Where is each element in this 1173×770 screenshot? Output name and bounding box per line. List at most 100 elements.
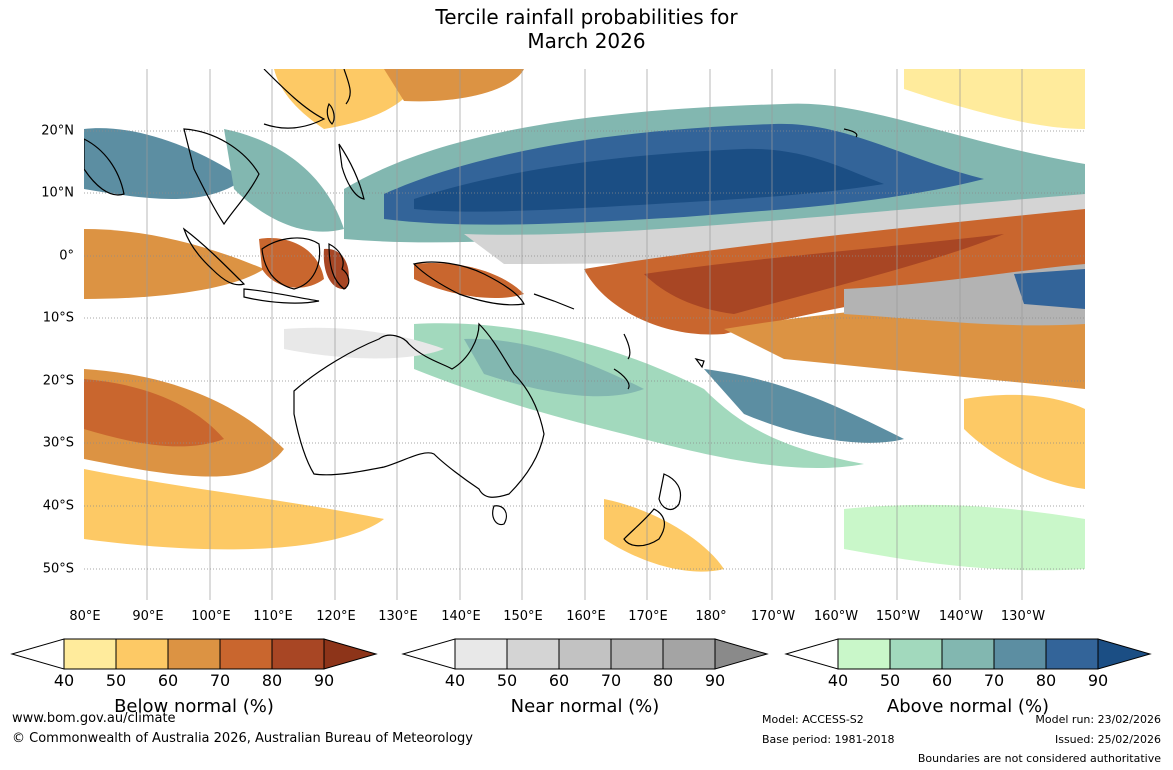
lon-label-140e: 140°E bbox=[441, 609, 481, 624]
lon-label-130e: 130°E bbox=[378, 609, 418, 624]
new-guinea-outline bbox=[412, 261, 525, 306]
colorbar-above-normal bbox=[784, 638, 1152, 670]
region-below-southern-ocean bbox=[84, 469, 384, 550]
cb-above-segment-1 bbox=[837, 638, 891, 670]
footer-model-run: Model run: 23/02/2026 bbox=[1035, 713, 1161, 726]
cb-below-segment-5 bbox=[271, 638, 325, 670]
cb-below-segment-3 bbox=[167, 638, 221, 670]
cb-near-tick-70: 70 bbox=[600, 671, 622, 690]
cb-above-tick-80: 80 bbox=[1035, 671, 1057, 690]
lon-label-160e: 160°E bbox=[566, 609, 606, 624]
india-outline bbox=[84, 138, 125, 196]
region-above-far-south-east bbox=[844, 504, 1085, 571]
lon-gridlines bbox=[146, 69, 1023, 600]
japan-outline bbox=[343, 69, 351, 105]
lat-label-30s: 30°S bbox=[42, 435, 74, 451]
cb-near-segment-4 bbox=[610, 638, 664, 670]
cb-above-segment-6 bbox=[1097, 638, 1152, 670]
cb-near-tick-90: 90 bbox=[704, 671, 726, 690]
region-below-borneo bbox=[259, 238, 324, 288]
colorbar-near-normal bbox=[401, 638, 769, 670]
lon-label-120e: 120°E bbox=[316, 609, 356, 624]
new-zealand-north bbox=[658, 473, 682, 511]
borneo-outline bbox=[261, 237, 321, 290]
footer-website: www.bom.gov.au/climate bbox=[12, 711, 176, 726]
cb-below-segment-1 bbox=[63, 638, 117, 670]
cb-above-tick-40: 40 bbox=[827, 671, 849, 690]
cb-below-segment-0 bbox=[10, 638, 65, 670]
tasmania-outline bbox=[492, 505, 507, 526]
title-line-2: March 2026 bbox=[527, 29, 646, 53]
region-above-bay-bengal bbox=[84, 128, 244, 199]
cb-near-segment-1 bbox=[454, 638, 508, 670]
lon-label-150e: 150°E bbox=[503, 609, 543, 624]
lon-label-90e: 90°E bbox=[132, 609, 164, 624]
lat-label-10n: 10°N bbox=[41, 185, 74, 201]
footer-issued: Issued: 25/02/2026 bbox=[1054, 733, 1161, 746]
lat-label-20n: 20°N bbox=[41, 123, 74, 139]
map-title: Tercile rainfall probabilities for March… bbox=[0, 5, 1173, 53]
cb-above-tick-70: 70 bbox=[983, 671, 1005, 690]
cb-above-segment-3 bbox=[941, 638, 995, 670]
sulawesi-outline bbox=[328, 243, 350, 290]
lon-label-110e: 110°E bbox=[253, 609, 293, 624]
lat-label-50s: 50°S bbox=[42, 561, 74, 577]
cb-below-tick-60: 60 bbox=[157, 671, 179, 690]
lat-gridlines bbox=[84, 130, 1085, 570]
lon-label-80e: 80°E bbox=[69, 609, 101, 624]
cb-above-tick-50: 50 bbox=[879, 671, 901, 690]
colorbar-below-normal bbox=[10, 638, 378, 670]
coastlines bbox=[84, 69, 858, 547]
cb-below-tick-40: 40 bbox=[53, 671, 75, 690]
region-below-east-south bbox=[964, 394, 1085, 489]
map-canvas bbox=[84, 69, 1085, 600]
lat-label-20s: 20°S bbox=[42, 373, 74, 389]
region-above-coral-sea bbox=[464, 338, 644, 397]
china-coast bbox=[263, 69, 326, 129]
cb-below-segment-2 bbox=[115, 638, 169, 670]
lat-label-0: 0° bbox=[59, 248, 74, 264]
lon-label-170e: 170°E bbox=[628, 609, 668, 624]
region-below-north-east bbox=[904, 69, 1085, 129]
cb-above-segment-0 bbox=[784, 638, 839, 670]
cb-below-tick-50: 50 bbox=[105, 671, 127, 690]
region-near-south-indian bbox=[284, 327, 444, 359]
cb-above-segment-5 bbox=[1045, 638, 1099, 670]
cb-above-segment-2 bbox=[889, 638, 943, 670]
cb-near-segment-3 bbox=[558, 638, 612, 670]
rainfall-probability-map bbox=[84, 69, 1085, 600]
lon-label-170w: 170°W bbox=[750, 609, 796, 624]
cb-below-segment-4 bbox=[219, 638, 273, 670]
new-caledonia bbox=[613, 368, 630, 390]
taiwan-outline bbox=[326, 102, 335, 125]
lon-label-100e: 100°E bbox=[191, 609, 231, 624]
region-below-indian-ocean-eq bbox=[84, 229, 264, 299]
cb-above-tick-90: 90 bbox=[1087, 671, 1109, 690]
java-outline bbox=[243, 288, 320, 304]
vanuatu-islands bbox=[623, 333, 631, 360]
australia-outline bbox=[293, 322, 545, 498]
cb-below-tick-80: 80 bbox=[261, 671, 283, 690]
solomon-islands bbox=[533, 293, 575, 310]
region-below-new-guinea bbox=[414, 263, 524, 299]
region-below-equatorial-core bbox=[644, 234, 1004, 314]
footer-model: Model: ACCESS-S2 bbox=[762, 713, 864, 726]
cb-near-segment-5 bbox=[662, 638, 716, 670]
cb-above-tick-60: 60 bbox=[931, 671, 953, 690]
cb-near-tick-50: 50 bbox=[496, 671, 518, 690]
region-below-indian-ocean-core bbox=[84, 379, 224, 447]
cb-near-title: Near normal (%) bbox=[510, 696, 660, 717]
indochina-outline bbox=[183, 128, 260, 226]
lon-label-160w: 160°W bbox=[813, 609, 859, 624]
region-below-north-center bbox=[384, 69, 524, 102]
lon-label-150w: 150°W bbox=[875, 609, 921, 624]
hawaii-outline bbox=[843, 128, 858, 138]
cb-near-tick-60: 60 bbox=[548, 671, 570, 690]
cb-below-title: Below normal (%) bbox=[114, 696, 274, 717]
cb-near-tick-40: 40 bbox=[444, 671, 466, 690]
cb-below-tick-90: 90 bbox=[313, 671, 335, 690]
region-below-tasman bbox=[604, 499, 724, 572]
region-above-north-pacific-deep bbox=[414, 148, 884, 212]
lon-label-180: 180° bbox=[695, 609, 727, 624]
lat-label-10s: 10°S bbox=[42, 310, 74, 326]
